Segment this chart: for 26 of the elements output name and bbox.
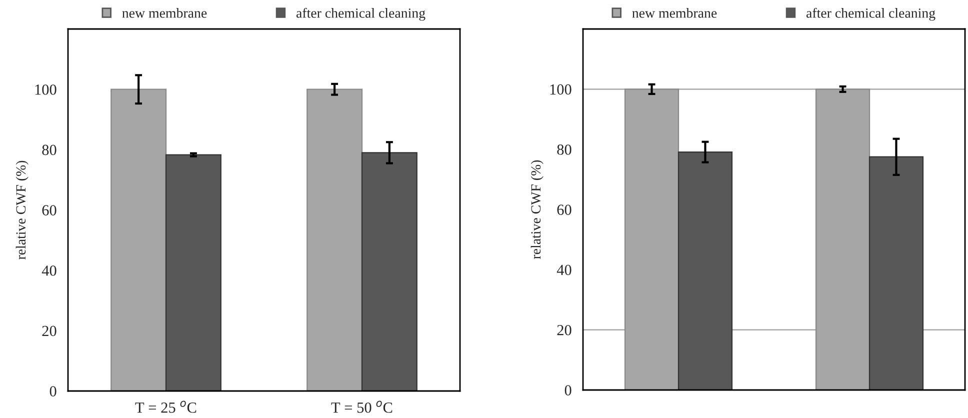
legend-label: after chemical cleaning <box>296 8 426 21</box>
y-axis-title: relative CWF (%) <box>530 160 544 259</box>
legend-label: after chemical cleaning <box>806 8 936 21</box>
bar <box>110 88 167 391</box>
y-axis-title: relative CWF (%) <box>16 160 28 260</box>
y-tick-label: 40 <box>42 265 56 276</box>
y-tick-label: 20 <box>557 324 572 336</box>
bar <box>868 156 924 390</box>
y-tick-label: 40 <box>556 264 572 276</box>
bar <box>678 151 733 390</box>
y-tick-label: 80 <box>557 144 572 155</box>
y-tick-label: 80 <box>42 144 56 156</box>
bar <box>361 152 418 391</box>
bar <box>306 88 363 391</box>
y-tick-label: 60 <box>42 205 56 216</box>
y-tick-label: 0 <box>564 385 572 396</box>
legend-label: new membrane <box>122 8 207 18</box>
y-tick-label: 20 <box>42 326 56 336</box>
legend-label: new membrane <box>632 8 717 18</box>
y-tick-label: 60 <box>557 204 572 215</box>
y-tick-label: 100 <box>550 84 572 95</box>
bar <box>165 154 222 391</box>
y-tick-label: 0 <box>50 386 56 396</box>
x-tick-label: T = 25 $^{o}$C <box>135 400 196 413</box>
y-tick-label: 100 <box>35 84 56 95</box>
x-tick-label: T = 50 $^{o}$C <box>331 400 392 413</box>
